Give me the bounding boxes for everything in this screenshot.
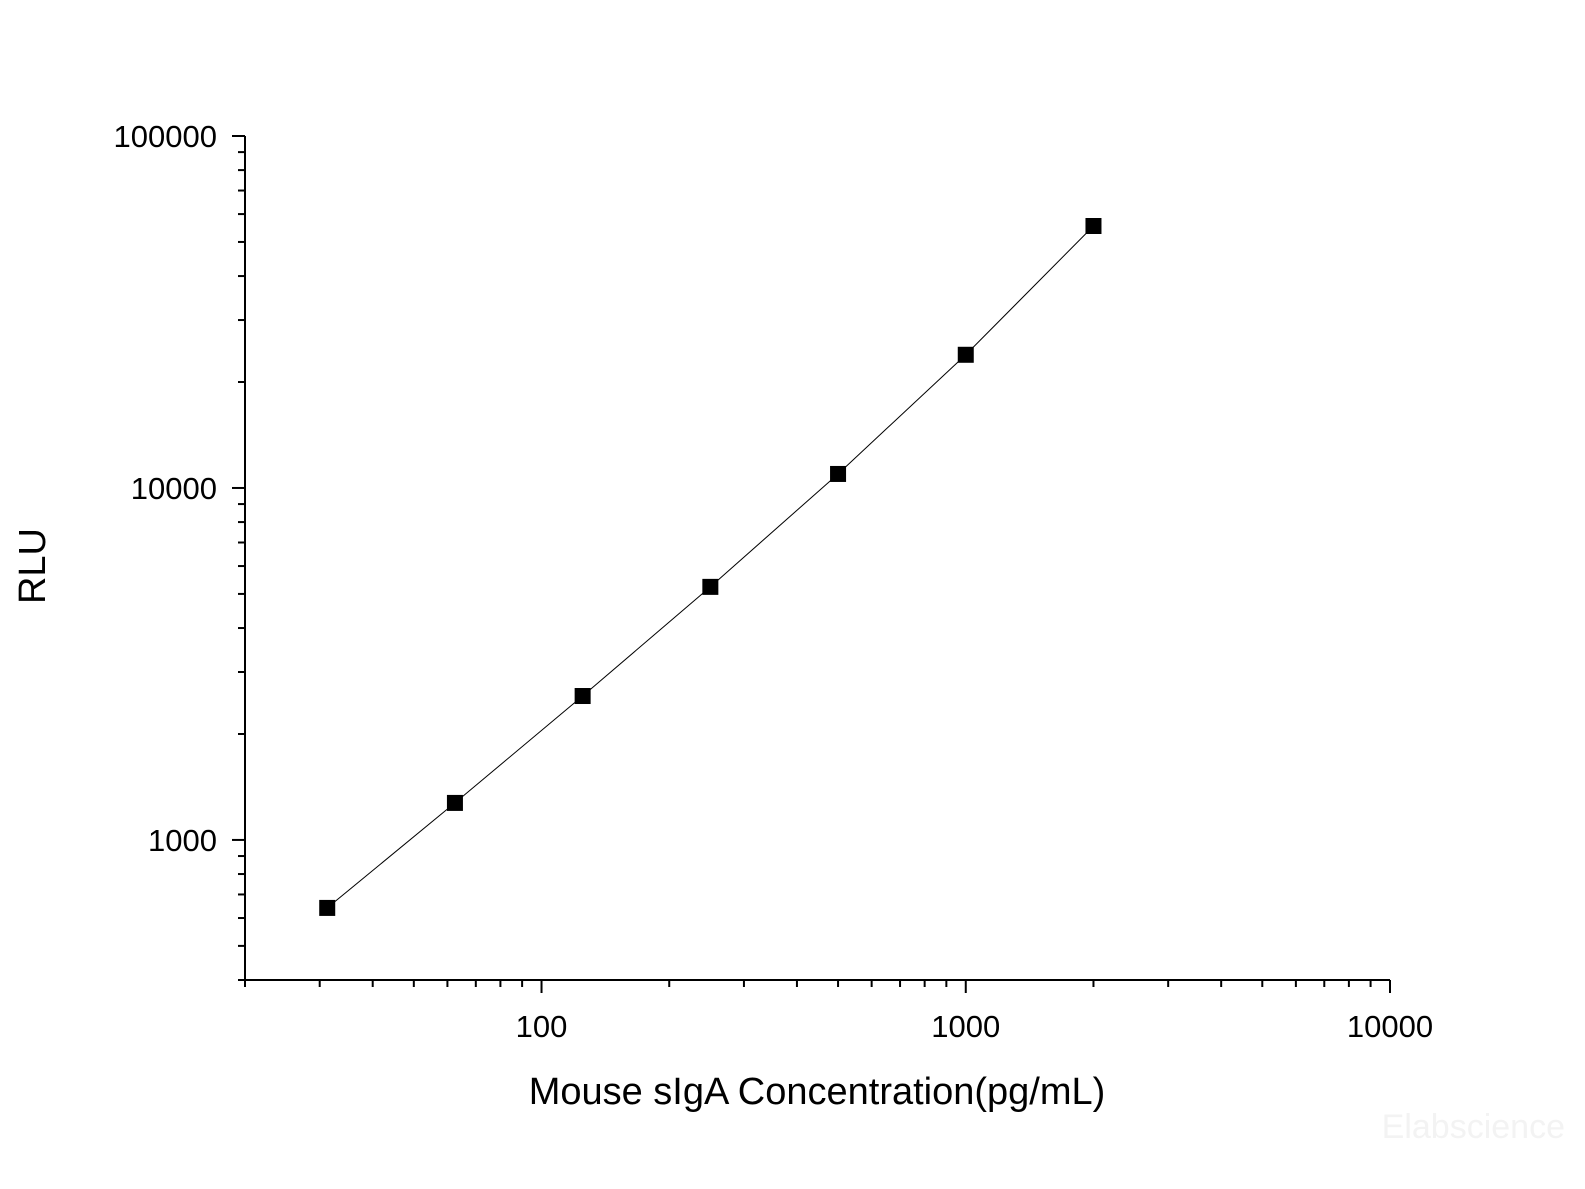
x-tick-label: 10000	[1347, 1009, 1433, 1044]
x-tick-label: 100	[516, 1009, 568, 1044]
y-tick-label: 100000	[114, 119, 217, 154]
data-point	[319, 899, 336, 916]
y-tick-label: 1000	[148, 823, 217, 858]
x-axis-label: Mouse sIgA Concentration(pg/mL)	[529, 1071, 1106, 1113]
data-point	[957, 346, 974, 363]
watermark: Elabscience	[1382, 1108, 1565, 1146]
data-point	[446, 794, 463, 811]
data-line	[326, 225, 1094, 909]
y-tick-label: 10000	[131, 471, 217, 506]
data-point	[702, 578, 719, 595]
data-point	[830, 465, 847, 482]
data-point	[574, 688, 591, 705]
data-point	[1085, 218, 1102, 235]
x-tick-label: 1000	[931, 1009, 1000, 1044]
y-axis-label: RLU	[12, 528, 54, 604]
